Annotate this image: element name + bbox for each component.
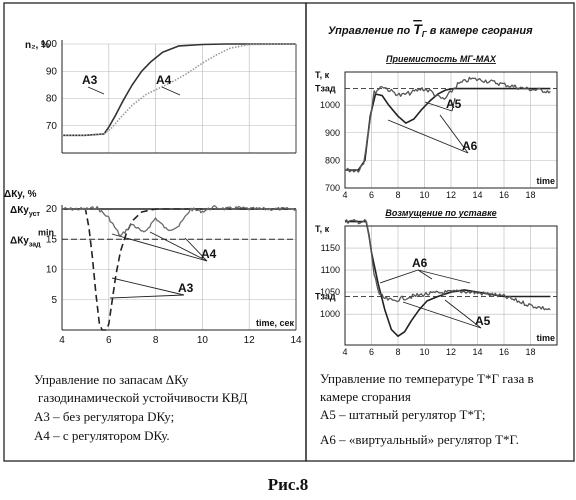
y-tick-label: 1150	[321, 243, 340, 253]
n2-chart: 708090100n₂, %А3А4	[25, 39, 296, 153]
figure-label: Рис.8	[268, 475, 308, 494]
y-tick-label: 800	[325, 155, 340, 165]
series-annotation: А6	[462, 139, 478, 153]
tg-accel-chart: 700 800 900 1000 4 6 8 10 12 14 16 18 Т, к time Приеми…	[315, 54, 557, 200]
right-caption-line: камере сгорания	[320, 389, 411, 404]
left-caption: Управление по запасам ΔКу газодинамическ…	[34, 372, 248, 443]
reference-label-sup: min	[38, 227, 54, 237]
reference-label: ΔКууст	[10, 205, 40, 218]
right-panel-title: Управление по ТГ в камере сгорания	[328, 21, 533, 39]
y-axis-label: Т, к	[315, 224, 330, 234]
series-annotation: А3	[82, 73, 98, 87]
series-line-А4	[62, 206, 296, 236]
right-caption-line: А6 – «виртуальный» регулятор Т*Г.	[320, 432, 519, 447]
y-tick-label: 10	[46, 265, 58, 276]
annotation-leader	[162, 87, 180, 95]
y-tick-label: 1000	[320, 100, 340, 110]
annotation-leader	[418, 270, 470, 283]
left-caption-line: А4 – с регулятором DКу.	[34, 428, 170, 443]
x-tick-label: 4	[59, 335, 65, 346]
y-tick-label: 20	[46, 204, 58, 215]
x-tick-label: 10	[197, 335, 209, 346]
chart-title: Возмущение по уставке	[385, 208, 496, 218]
x-axis-label: time	[536, 176, 555, 186]
right-title-suffix: в камере сгорания	[427, 25, 533, 37]
x-tick-label: 10	[419, 190, 429, 200]
left-caption-line: А3 – без регулятора DКу;	[34, 409, 174, 424]
series-annotation: А5	[475, 314, 491, 328]
x-tick-label: 14	[472, 347, 482, 357]
left-caption-line: газодинамической устойчивости КВД	[38, 390, 248, 405]
annotation-leader	[112, 278, 184, 295]
chart-title: Приемистость МГ-МАХ	[386, 54, 497, 64]
x-tick-label: 12	[446, 347, 456, 357]
left-caption-line: Управление по запасам ΔКу	[34, 372, 189, 387]
dky-chart: 5101520468101214ΔКу, %time, секΔКуустΔКу…	[4, 189, 302, 346]
y-tick-label: 90	[46, 66, 58, 77]
y-tick-label: 900	[325, 128, 340, 138]
x-tick-label: 18	[525, 190, 535, 200]
x-tick-label: 6	[369, 347, 374, 357]
y-axis-label: Т, к	[315, 70, 330, 80]
y-tick-label: 1000	[320, 309, 340, 319]
x-tick-label: 12	[244, 335, 256, 346]
x-tick-label: 4	[342, 347, 347, 357]
x-tick-label: 14	[290, 335, 302, 346]
annotation-leader	[110, 295, 184, 298]
y-tick-label: 5	[51, 295, 57, 306]
setpoint-label: Тзад	[315, 292, 336, 302]
series-line-А4	[62, 44, 296, 135]
y-axis-label: n₂, %	[25, 40, 50, 51]
series-annotation: А4	[156, 73, 172, 87]
y-tick-label: 70	[46, 121, 58, 132]
x-tick-label: 10	[419, 347, 429, 357]
annotation-leader	[150, 232, 207, 261]
x-tick-label: 16	[499, 190, 509, 200]
right-title-prefix: Управление по	[328, 25, 413, 37]
x-tick-label: 18	[525, 347, 535, 357]
y-tick-label: 80	[46, 94, 58, 105]
series-annotation: А3	[178, 281, 194, 295]
series-line-А3	[62, 44, 296, 135]
reference-label: ΔКузад	[10, 235, 41, 248]
x-tick-label: 14	[472, 190, 482, 200]
annotation-leader	[380, 270, 418, 283]
x-tick-label: 6	[369, 190, 374, 200]
right-caption-line: Управление по температуре Т*Г газа в	[320, 371, 534, 386]
y-tick-label: 1100	[321, 265, 340, 275]
annotation-leader	[88, 87, 104, 94]
x-tick-label: 12	[446, 190, 456, 200]
right-caption: Управление по температуре Т*Г газа в кам…	[320, 371, 534, 447]
y-axis-label: ΔКу, %	[4, 189, 37, 200]
right-caption-line: А5 – штатный регулятор Т*Т;	[320, 407, 486, 422]
x-tick-label: 16	[499, 347, 509, 357]
tg-setpoint-chart: 10001050110011504681012141618Т, кtimeВоз…	[315, 208, 557, 357]
x-tick-label: 8	[395, 347, 400, 357]
x-axis-label: time, сек	[256, 318, 295, 328]
series-annotation: А6	[412, 256, 428, 270]
setpoint-label: Тзад	[315, 84, 336, 94]
x-axis-label: time	[536, 333, 555, 343]
x-tick-label: 4	[342, 190, 347, 200]
x-tick-label: 8	[153, 335, 159, 346]
x-tick-label: 8	[395, 190, 400, 200]
annotation-leader	[112, 234, 207, 261]
x-tick-label: 6	[106, 335, 112, 346]
y-tick-label: 700	[325, 183, 340, 193]
